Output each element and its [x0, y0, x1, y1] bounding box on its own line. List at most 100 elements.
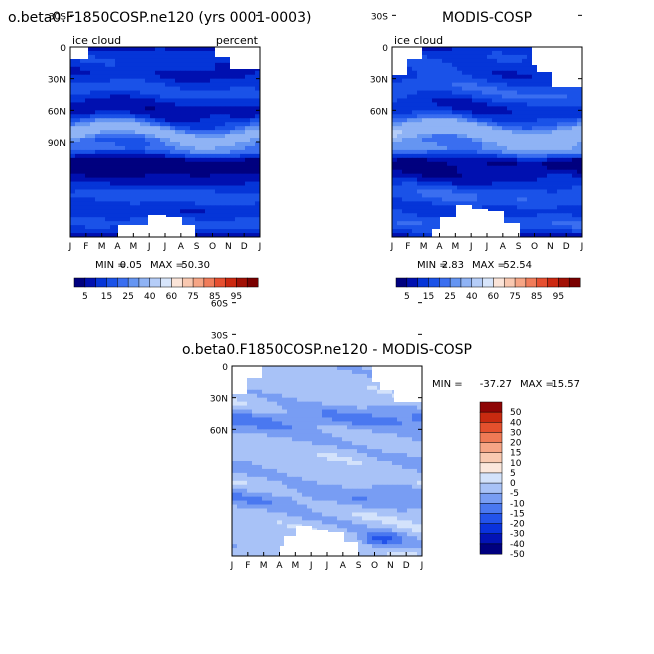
heatmap-cell	[427, 153, 433, 159]
heatmap-cell	[357, 409, 363, 414]
heatmap-cell	[170, 145, 176, 151]
heatmap-cell	[497, 110, 503, 115]
heatmap-cell	[100, 193, 106, 198]
heatmap-cell	[297, 461, 303, 466]
heatmap-cell	[257, 468, 263, 474]
heatmap-cell	[80, 161, 86, 167]
heatmap-cell	[402, 149, 408, 155]
heatmap-cell	[155, 90, 161, 95]
heatmap-cell	[452, 189, 458, 194]
heatmap-cell	[437, 78, 443, 84]
heatmap-cell	[547, 145, 553, 151]
heatmap-cell	[477, 110, 483, 115]
heatmap-cell	[135, 50, 141, 56]
heatmap-cell	[317, 433, 323, 438]
heatmap-cell	[75, 114, 81, 119]
heatmap-cell	[352, 461, 358, 466]
heatmap-cell	[412, 86, 418, 91]
heatmap-cell	[195, 138, 201, 143]
heatmap-cell	[462, 74, 468, 80]
heatmap-cell	[245, 165, 251, 171]
heatmap-cell	[130, 130, 136, 135]
heatmap-cell	[427, 47, 433, 52]
heatmap-cell	[397, 201, 403, 206]
heatmap-cell	[105, 82, 111, 87]
heatmap-cell	[247, 413, 253, 418]
heatmap-cell	[242, 421, 248, 426]
heatmap-cell	[432, 94, 438, 99]
heatmap-cell	[237, 484, 243, 490]
heatmap-cell	[557, 149, 563, 155]
heatmap-cell	[377, 381, 383, 387]
heatmap-cell	[115, 86, 121, 91]
heatmap-cell	[392, 90, 398, 95]
heatmap-cell	[297, 425, 303, 430]
heatmap-cell	[342, 457, 348, 462]
heatmap-cell	[70, 149, 76, 155]
heatmap-cell	[110, 98, 116, 103]
heatmap-cell	[165, 193, 171, 198]
heatmap-cell	[180, 70, 186, 76]
heatmap-cell	[140, 47, 146, 52]
heatmap-cell	[332, 413, 338, 418]
heatmap-cell	[572, 106, 578, 111]
heatmap-cell	[407, 449, 413, 454]
heatmap-cell	[175, 181, 181, 186]
heatmap-cell	[120, 209, 126, 214]
heatmap-cell	[397, 165, 403, 171]
heatmap-cell	[467, 134, 473, 139]
heatmap-cell	[125, 161, 131, 167]
heatmap-cell	[75, 66, 81, 72]
heatmap-cell	[247, 425, 253, 430]
heatmap-cell	[402, 185, 408, 190]
heatmap-cell	[512, 118, 518, 123]
heatmap-cell	[95, 205, 101, 210]
heatmap-cell	[250, 114, 256, 119]
heatmap-cell	[175, 153, 181, 159]
heatmap-cell	[225, 145, 231, 151]
heatmap-cell	[120, 205, 126, 210]
heatmap-cell	[70, 102, 76, 107]
heatmap-cell	[125, 165, 131, 171]
heatmap-cell	[150, 130, 156, 135]
heatmap-cell	[215, 130, 221, 135]
heatmap-cell	[562, 221, 568, 226]
heatmap-cell	[477, 197, 483, 202]
heatmap-cell	[255, 165, 260, 171]
heatmap-cell	[252, 409, 258, 414]
heatmap-cell	[402, 457, 408, 462]
heatmap-cell	[277, 397, 283, 403]
heatmap-cell	[277, 373, 283, 379]
heatmap-cell	[442, 126, 448, 131]
heatmap-cell	[342, 393, 348, 399]
heatmap-cell	[392, 429, 398, 434]
heatmap-cell	[115, 110, 121, 115]
heatmap-cell	[70, 193, 76, 198]
heatmap-cell	[215, 173, 221, 179]
heatmap-cell	[237, 417, 243, 422]
heatmap-cell	[80, 98, 86, 103]
heatmap-cell	[382, 457, 388, 462]
heatmap-cell	[115, 165, 121, 171]
heatmap-cell	[292, 366, 298, 371]
heatmap-cell	[85, 142, 91, 147]
heatmap-cell	[150, 189, 156, 194]
heatmap-cell	[250, 110, 256, 115]
heatmap-cell	[297, 389, 303, 395]
heatmap-cell	[235, 233, 241, 237]
heatmap-cell	[232, 397, 238, 403]
heatmap-cell	[352, 417, 358, 422]
heatmap-cell	[497, 149, 503, 155]
heatmap-cell	[402, 161, 408, 167]
heatmap-cell	[472, 142, 478, 147]
heatmap-cell	[235, 142, 241, 147]
heatmap-cell	[382, 409, 388, 414]
heatmap-cell	[562, 134, 568, 139]
heatmap-cell	[517, 82, 523, 87]
heatmap-cell	[412, 114, 418, 119]
heatmap-cell	[165, 106, 171, 111]
heatmap-cell	[225, 54, 231, 60]
heatmap-cell	[180, 149, 186, 155]
heatmap-cell	[547, 90, 553, 95]
heatmap-cell	[482, 106, 488, 111]
